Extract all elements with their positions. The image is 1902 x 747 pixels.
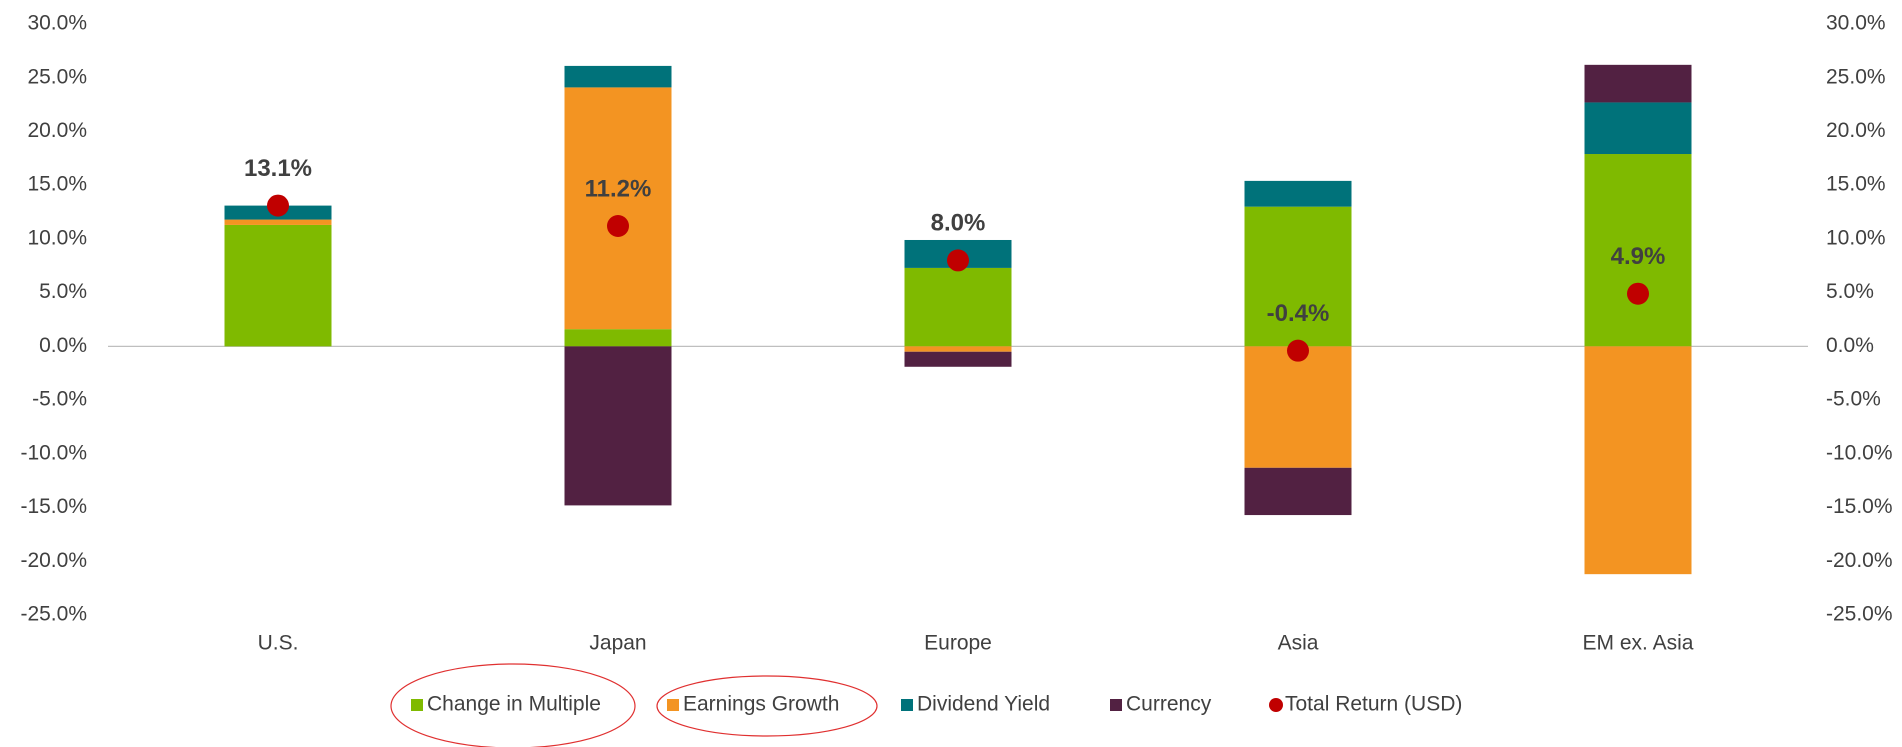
x-tick-label: Japan (589, 632, 646, 655)
y2-tick-label: -5.0% (1826, 388, 1881, 411)
x-tick-label: Asia (1278, 632, 1319, 655)
data-label: 11.2% (585, 175, 652, 202)
legend-marker (411, 699, 423, 711)
y-tick-label: 0.0% (39, 334, 87, 357)
y2-tick-label: 15.0% (1826, 173, 1886, 196)
y2-tick-label: -25.0% (1826, 603, 1893, 626)
bar-segment (1244, 180, 1352, 207)
bar-segment (1584, 346, 1692, 575)
total-return-dot (947, 249, 969, 272)
bar-segment (1584, 154, 1692, 347)
bar-segment (1584, 64, 1692, 103)
legend-label: Earnings Growth (683, 693, 839, 716)
y-tick-label: 30.0% (27, 12, 87, 35)
data-label: 13.1% (244, 155, 312, 182)
y2-tick-label: 30.0% (1826, 12, 1886, 35)
legend-label: Dividend Yield (917, 693, 1050, 716)
y-tick-label: -5.0% (32, 388, 87, 411)
bar-segment (224, 219, 332, 225)
highlight-ellipse (390, 663, 636, 747)
x-tick-label: EM ex. Asia (1583, 632, 1694, 655)
y-tick-label: 25.0% (27, 65, 87, 88)
bar-segment (904, 351, 1012, 367)
legend-marker (1269, 698, 1283, 712)
total-return-dot (607, 215, 629, 238)
total-return-dot (1627, 282, 1649, 305)
y-tick-label: -25.0% (20, 603, 87, 626)
y-tick-label: 10.0% (27, 226, 87, 249)
bar-segment (564, 65, 672, 88)
total-return-dot (1287, 339, 1309, 362)
legend-marker (901, 699, 913, 711)
total-return-dot (267, 194, 289, 217)
legend-marker (1110, 699, 1122, 711)
y-tick-label: 15.0% (27, 173, 87, 196)
data-label: -0.4% (1267, 300, 1330, 327)
x-tick-label: U.S. (258, 632, 299, 655)
legend-label: Total Return (USD) (1285, 693, 1462, 716)
y2-tick-label: -20.0% (1826, 549, 1893, 572)
legend-label: Change in Multiple (427, 693, 601, 716)
y2-tick-label: 5.0% (1826, 280, 1874, 303)
y-tick-label: -10.0% (20, 441, 87, 464)
bar-segment (904, 267, 1012, 347)
data-label: 8.0% (931, 210, 986, 237)
highlight-ellipse (656, 675, 878, 737)
y-tick-label: 5.0% (39, 280, 87, 303)
bar-segment (1584, 102, 1692, 155)
y2-tick-label: -10.0% (1826, 441, 1893, 464)
bar-segment (564, 329, 672, 347)
bar-segment (1244, 467, 1352, 516)
data-label: 4.9% (1611, 243, 1666, 270)
y2-tick-label: -15.0% (1826, 495, 1893, 518)
y2-tick-label: 25.0% (1826, 65, 1886, 88)
y-tick-label: 20.0% (27, 119, 87, 142)
y2-tick-label: 10.0% (1826, 226, 1886, 249)
bar-segment (564, 346, 672, 506)
y2-tick-label: 20.0% (1826, 119, 1886, 142)
bar-segment (1244, 206, 1352, 347)
legend-marker (667, 699, 679, 711)
bar-segment (224, 224, 332, 347)
y-tick-label: -15.0% (20, 495, 87, 518)
bar-segment (1244, 346, 1352, 468)
bar-segment (904, 346, 1012, 352)
bar-segment (564, 87, 672, 330)
y2-tick-label: 0.0% (1826, 334, 1874, 357)
x-tick-label: Europe (924, 632, 992, 655)
legend-label: Currency (1126, 693, 1212, 716)
y-tick-label: -20.0% (20, 549, 87, 572)
